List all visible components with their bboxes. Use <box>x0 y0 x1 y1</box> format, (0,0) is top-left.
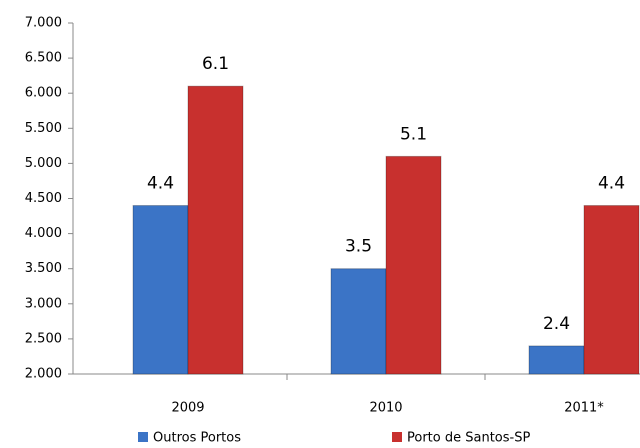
y-tick-label: 3.000 <box>25 296 62 311</box>
y-tick-label: 3.500 <box>25 261 62 276</box>
x-tick-label: 2011* <box>564 401 604 416</box>
y-tick-label: 4.000 <box>25 226 62 241</box>
y-tick-label: 6.500 <box>25 51 62 66</box>
value-label: 6.1 <box>202 54 229 74</box>
legend-swatch <box>138 432 148 442</box>
y-tick-label: 6.000 <box>25 86 62 101</box>
value-label: 5.1 <box>400 124 427 144</box>
y-tick-label: 5.500 <box>25 121 62 136</box>
value-label: 2.4 <box>543 314 570 334</box>
value-label: 4.4 <box>147 174 174 194</box>
value-label: 4.4 <box>598 174 625 194</box>
y-tick-label: 2.000 <box>25 367 62 382</box>
bar <box>385 155 442 375</box>
y-tick-label: 2.500 <box>25 331 62 346</box>
bar <box>132 205 189 375</box>
value-label: 3.5 <box>345 237 372 257</box>
x-tick-label: 2009 <box>171 401 204 416</box>
x-tick-label: 2010 <box>369 401 402 416</box>
bar <box>528 345 585 375</box>
legend-label: Porto de Santos-SP <box>407 431 530 446</box>
y-tick-label: 7.000 <box>25 16 62 31</box>
legend-label: Outros Portos <box>153 431 241 446</box>
y-tick-label: 5.000 <box>25 156 62 171</box>
bar <box>583 205 640 375</box>
y-tick-label: 4.500 <box>25 191 62 206</box>
legend-swatch <box>392 432 402 442</box>
bar <box>187 85 244 375</box>
bar <box>330 268 387 375</box>
